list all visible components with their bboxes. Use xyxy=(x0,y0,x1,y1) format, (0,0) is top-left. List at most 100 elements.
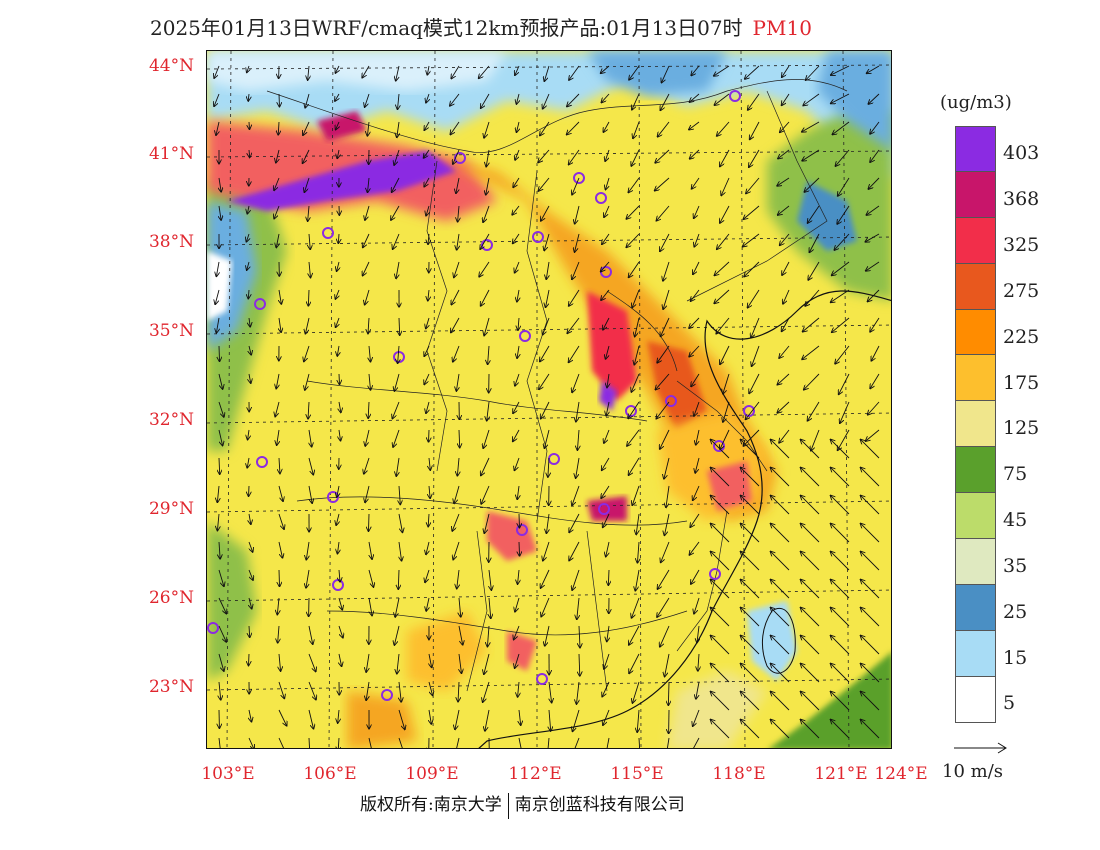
wind-arrow xyxy=(660,93,670,110)
wind-arrow xyxy=(426,597,429,611)
wind-arrow xyxy=(428,289,429,301)
wind-arrow xyxy=(219,681,221,700)
wind-arrow xyxy=(335,93,339,101)
wind-arrow xyxy=(771,524,790,543)
wind-arrow xyxy=(214,65,220,78)
legend-label-125: 125 xyxy=(1003,417,1040,439)
wind-arrow xyxy=(368,317,369,333)
wind-arrow xyxy=(723,401,730,422)
wind-arrow xyxy=(868,177,880,189)
wind-arrow xyxy=(870,373,880,388)
wind-arrow xyxy=(711,552,730,571)
wind-arrow xyxy=(690,93,700,102)
wind-arrow xyxy=(453,541,460,560)
wind-arrow xyxy=(746,177,760,193)
wind-arrow xyxy=(603,709,610,725)
wind-arrow xyxy=(745,65,760,79)
wind-arrow xyxy=(601,289,610,300)
legend-label-225: 225 xyxy=(1003,326,1040,348)
legend-label-403: 403 xyxy=(1003,142,1040,164)
wind-arrow xyxy=(802,345,820,359)
wind-arrow xyxy=(606,541,610,557)
wind-arrow xyxy=(660,233,670,251)
wind-arrow xyxy=(711,608,730,627)
wind-arrow xyxy=(741,468,760,487)
wind-arrow xyxy=(806,65,820,80)
wind-arrow xyxy=(576,457,580,478)
wind-arrow xyxy=(861,524,880,543)
wind-arrow xyxy=(572,261,580,279)
wind-arrow xyxy=(424,345,430,356)
wind-arrow xyxy=(337,149,339,158)
wind-arrow xyxy=(579,625,580,648)
wind-arrow xyxy=(337,541,339,554)
wind-arrow xyxy=(308,205,309,221)
wind-arrow xyxy=(567,121,580,135)
wind-arrow xyxy=(481,289,490,306)
wind-arrow xyxy=(714,93,730,105)
wind-arrow xyxy=(519,541,520,556)
wind-arrow xyxy=(771,692,790,711)
lat-label-38: 38°N xyxy=(148,232,194,252)
wind-arrow xyxy=(861,580,880,599)
wind-arrow xyxy=(549,709,551,731)
wind-arrow xyxy=(861,468,880,487)
wind-arrow xyxy=(717,121,730,136)
wind-arrow xyxy=(397,121,399,137)
wind-arrow xyxy=(569,541,580,561)
wind-arrow xyxy=(601,65,610,73)
wind-arrow xyxy=(308,625,313,644)
wind-arrow xyxy=(831,93,850,103)
wind-arrow xyxy=(274,205,280,219)
wind-arrow xyxy=(741,440,760,459)
wind-arrow xyxy=(303,149,310,163)
wind-arrow xyxy=(363,261,370,276)
wind-arrow xyxy=(277,597,279,614)
wind-arrow xyxy=(569,513,580,532)
wind-arrow xyxy=(399,681,401,702)
wind-arrow xyxy=(661,541,670,562)
wind-arrow xyxy=(484,121,490,138)
wind-arrow xyxy=(484,653,490,674)
wind-arrow xyxy=(801,720,820,739)
wind-arrow xyxy=(217,513,219,530)
wind-arrow xyxy=(752,345,760,366)
wind-arrow xyxy=(279,569,280,586)
wind-arrow xyxy=(577,429,579,450)
wind-arrow xyxy=(399,317,400,335)
wind-arrow xyxy=(429,653,432,667)
legend-swatch xyxy=(955,539,996,585)
wind-reference-label: 10 m/s xyxy=(942,761,1003,782)
lon-label-106: 106°E xyxy=(303,764,357,784)
wind-arrow xyxy=(741,720,760,739)
wind-arrow xyxy=(804,177,820,192)
wind-arrow xyxy=(479,65,490,78)
wind-arrow xyxy=(394,625,400,645)
wind-arrow xyxy=(695,457,700,473)
wind-arrow xyxy=(249,149,250,157)
wind-arrow xyxy=(249,597,252,609)
wind-arrow xyxy=(865,233,880,242)
wind-arrow xyxy=(741,524,760,543)
legend-swatch xyxy=(955,401,996,448)
wind-arrow xyxy=(801,692,820,711)
wind-arrow xyxy=(631,149,640,166)
wind-arrow xyxy=(663,261,670,281)
wind-arrow xyxy=(741,664,760,683)
wind-arrow xyxy=(780,121,790,132)
wind-arrow xyxy=(604,205,610,217)
wind-arrow xyxy=(278,541,282,558)
title-text: 2025年01月13日WRF/cmaq模式12km预报产品:01月13日07时 xyxy=(150,16,743,40)
lon-label-109: 109°E xyxy=(405,764,459,784)
wind-arrow xyxy=(711,496,730,515)
wind-arrow xyxy=(811,429,820,451)
wind-arrow xyxy=(304,345,310,361)
wind-arrow xyxy=(539,373,550,389)
wind-arrow xyxy=(368,597,372,615)
wind-arrow xyxy=(517,121,519,132)
wind-arrow xyxy=(337,261,339,271)
wind-arrow xyxy=(457,569,459,589)
coastline xyxy=(478,290,891,748)
wind-arrow xyxy=(771,496,790,515)
wind-arrow xyxy=(218,737,221,748)
